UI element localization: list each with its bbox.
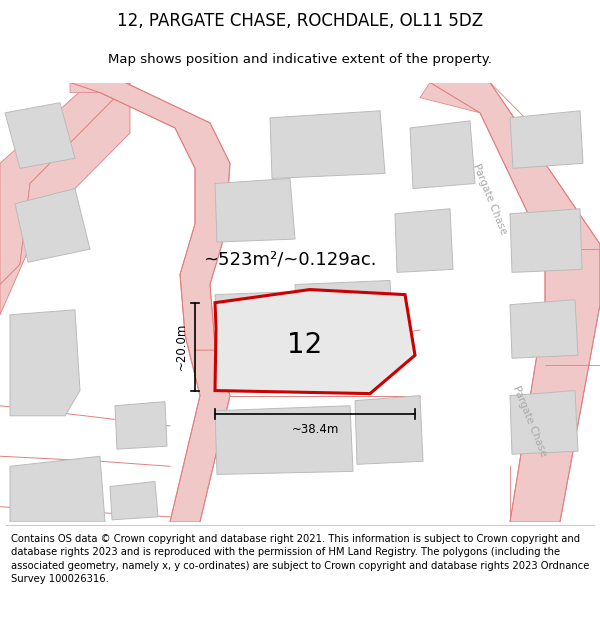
Text: ~38.4m: ~38.4m — [292, 424, 338, 436]
Text: Pargate Chase: Pargate Chase — [511, 384, 549, 458]
Text: Map shows position and indicative extent of the property.: Map shows position and indicative extent… — [108, 53, 492, 66]
Polygon shape — [215, 292, 298, 347]
Text: Contains OS data © Crown copyright and database right 2021. This information is : Contains OS data © Crown copyright and d… — [11, 534, 589, 584]
Polygon shape — [510, 391, 578, 454]
Polygon shape — [10, 456, 105, 522]
Polygon shape — [410, 121, 475, 189]
Polygon shape — [215, 289, 415, 394]
Polygon shape — [70, 82, 230, 522]
Polygon shape — [215, 179, 295, 242]
Polygon shape — [215, 406, 353, 474]
Text: 12, PARGATE CHASE, ROCHDALE, OL11 5DZ: 12, PARGATE CHASE, ROCHDALE, OL11 5DZ — [117, 12, 483, 29]
Polygon shape — [510, 299, 578, 358]
Polygon shape — [0, 82, 130, 284]
Polygon shape — [110, 481, 158, 520]
Polygon shape — [15, 189, 90, 262]
Polygon shape — [355, 396, 423, 464]
Polygon shape — [420, 82, 600, 522]
Polygon shape — [5, 102, 75, 168]
Text: 12: 12 — [287, 331, 323, 359]
Polygon shape — [510, 209, 582, 272]
Polygon shape — [295, 281, 393, 343]
Polygon shape — [270, 111, 385, 179]
Text: ~523m²/~0.129ac.: ~523m²/~0.129ac. — [203, 250, 377, 268]
Text: ~20.0m: ~20.0m — [175, 323, 187, 371]
Polygon shape — [10, 310, 80, 416]
Polygon shape — [115, 402, 167, 449]
Polygon shape — [510, 111, 583, 168]
Polygon shape — [0, 82, 130, 315]
Polygon shape — [395, 209, 453, 272]
Text: Pargate Chase: Pargate Chase — [471, 162, 509, 236]
